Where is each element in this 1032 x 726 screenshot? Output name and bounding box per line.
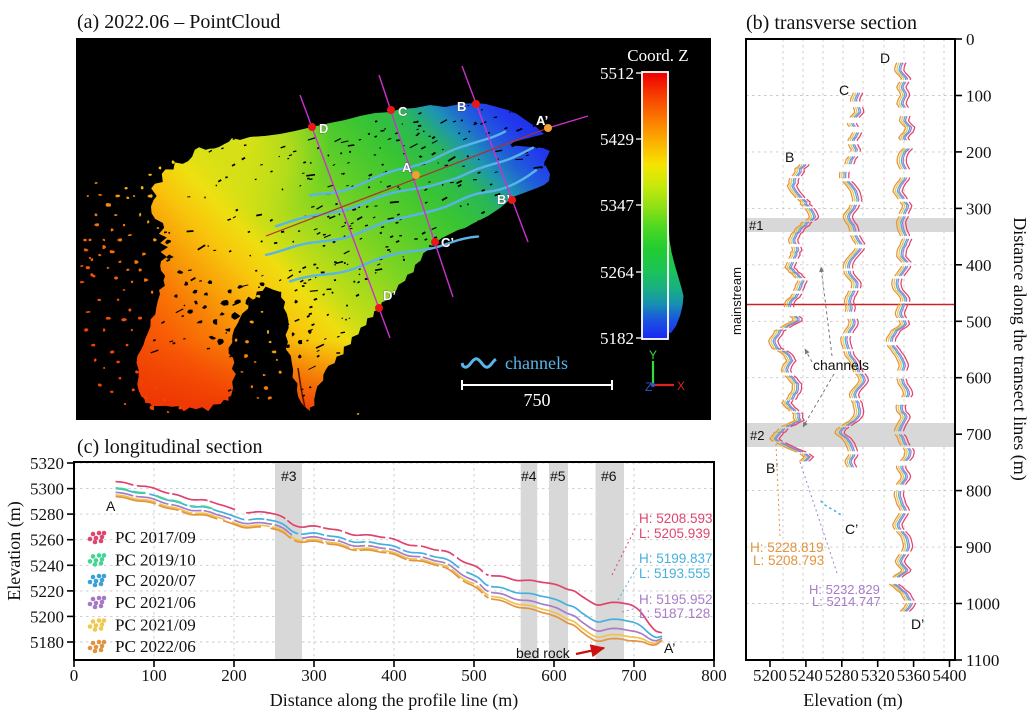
svg-text:Distance along the profile lin: Distance along the profile line (m) bbox=[270, 690, 518, 711]
svg-text:5280: 5280 bbox=[825, 666, 859, 685]
svg-text:channels: channels bbox=[813, 357, 869, 373]
svg-text:#4: #4 bbox=[521, 468, 537, 484]
svg-text:PC 2022/06: PC 2022/06 bbox=[115, 637, 196, 656]
svg-text:0: 0 bbox=[70, 666, 79, 685]
svg-text:300: 300 bbox=[966, 199, 992, 218]
svg-text:(b) transverse section: (b) transverse section bbox=[746, 12, 917, 34]
svg-text:1100: 1100 bbox=[966, 651, 999, 670]
svg-text:5220: 5220 bbox=[30, 582, 64, 601]
svg-text:750: 750 bbox=[524, 390, 551, 410]
svg-text:L: 5193.555: L: 5193.555 bbox=[639, 566, 710, 581]
svg-text:L: 5187.128: L: 5187.128 bbox=[639, 606, 710, 621]
svg-text:1000: 1000 bbox=[966, 595, 1000, 614]
svg-text:5182: 5182 bbox=[600, 329, 634, 348]
svg-text:600: 600 bbox=[541, 666, 567, 685]
svg-text:D’: D’ bbox=[383, 288, 396, 303]
svg-text:L: 5208.793: L: 5208.793 bbox=[753, 553, 824, 568]
svg-text:H: 5199.837: H: 5199.837 bbox=[639, 551, 713, 566]
svg-text:B: B bbox=[457, 99, 466, 114]
svg-text:PC 2021/09: PC 2021/09 bbox=[115, 616, 196, 635]
svg-text:PC 2021/06: PC 2021/06 bbox=[115, 593, 196, 612]
svg-text:5280: 5280 bbox=[30, 505, 64, 524]
svg-text:D: D bbox=[880, 50, 890, 66]
svg-text:PC 2019/10: PC 2019/10 bbox=[115, 550, 196, 569]
svg-text:5300: 5300 bbox=[30, 480, 64, 499]
svg-text:400: 400 bbox=[966, 256, 992, 275]
svg-text:700: 700 bbox=[621, 666, 647, 685]
svg-text:H: 5232.829: H: 5232.829 bbox=[809, 582, 880, 597]
svg-text:5260: 5260 bbox=[30, 531, 64, 550]
svg-text:5200: 5200 bbox=[753, 666, 787, 685]
svg-text:L: 5214.747: L: 5214.747 bbox=[812, 594, 881, 609]
svg-text:5180: 5180 bbox=[30, 633, 64, 652]
svg-text:#5: #5 bbox=[550, 468, 566, 484]
svg-text:5264: 5264 bbox=[600, 263, 635, 282]
svg-text:Coord. Z: Coord. Z bbox=[627, 46, 688, 65]
svg-text:Z: Z bbox=[645, 380, 652, 394]
svg-text:C: C bbox=[839, 82, 849, 98]
svg-text:5320: 5320 bbox=[861, 666, 895, 685]
svg-text:L: 5205.939: L: 5205.939 bbox=[639, 526, 710, 541]
svg-text:H: 5195.952: H: 5195.952 bbox=[639, 592, 713, 607]
svg-text:200: 200 bbox=[966, 143, 992, 162]
svg-text:A: A bbox=[402, 160, 412, 175]
svg-text:200: 200 bbox=[221, 666, 247, 685]
svg-text:5512: 5512 bbox=[600, 64, 634, 83]
svg-text:5429: 5429 bbox=[600, 130, 634, 149]
svg-text:bed rock: bed rock bbox=[516, 645, 571, 661]
svg-text:B: B bbox=[785, 149, 794, 165]
svg-text:#3: #3 bbox=[281, 468, 297, 484]
svg-text:(a) 2022.06 – PointCloud: (a) 2022.06 – PointCloud bbox=[77, 11, 280, 33]
svg-text:C’: C’ bbox=[845, 521, 858, 537]
svg-text:A: A bbox=[106, 498, 116, 514]
svg-text:B’: B’ bbox=[497, 192, 510, 207]
svg-text:5240: 5240 bbox=[789, 666, 823, 685]
svg-text:500: 500 bbox=[966, 312, 992, 331]
svg-text:400: 400 bbox=[381, 666, 407, 685]
svg-text:Distance along the transect li: Distance along the transect lines (m) bbox=[1009, 217, 1030, 480]
svg-text:(c) longitudinal section: (c) longitudinal section bbox=[77, 436, 263, 458]
svg-text:800: 800 bbox=[966, 482, 992, 501]
svg-text:5240: 5240 bbox=[30, 556, 64, 575]
svg-text:PC 2020/07: PC 2020/07 bbox=[115, 571, 196, 590]
svg-text:700: 700 bbox=[966, 425, 992, 444]
svg-text:5320: 5320 bbox=[30, 454, 64, 473]
svg-text:C’: C’ bbox=[441, 235, 454, 250]
svg-text:900: 900 bbox=[966, 538, 992, 557]
svg-text:H: 5208.593: H: 5208.593 bbox=[639, 511, 713, 526]
svg-text:X: X bbox=[677, 379, 685, 393]
svg-text:A’: A’ bbox=[664, 640, 675, 656]
svg-text:C: C bbox=[398, 104, 408, 119]
svg-text:5360: 5360 bbox=[897, 666, 931, 685]
svg-text:Y: Y bbox=[649, 348, 657, 362]
svg-text:#1: #1 bbox=[749, 218, 763, 233]
svg-text:800: 800 bbox=[701, 666, 727, 685]
svg-text:300: 300 bbox=[301, 666, 327, 685]
svg-text:A’: A’ bbox=[536, 113, 548, 128]
svg-text:100: 100 bbox=[966, 87, 992, 106]
svg-text:D’: D’ bbox=[911, 616, 924, 632]
svg-text:5347: 5347 bbox=[600, 196, 635, 215]
svg-text:Elevation (m): Elevation (m) bbox=[803, 690, 902, 711]
svg-text:D: D bbox=[319, 121, 328, 136]
svg-text:100: 100 bbox=[141, 666, 167, 685]
svg-text:500: 500 bbox=[461, 666, 487, 685]
svg-text:channels: channels bbox=[505, 353, 568, 373]
svg-text:H: 5228.819: H: 5228.819 bbox=[750, 540, 824, 555]
svg-text:5200: 5200 bbox=[30, 607, 64, 626]
svg-text:#2: #2 bbox=[750, 428, 764, 443]
svg-text:#6: #6 bbox=[601, 468, 617, 484]
svg-text:0: 0 bbox=[966, 30, 975, 49]
svg-text:5400: 5400 bbox=[933, 666, 967, 685]
svg-text:mainstream: mainstream bbox=[729, 267, 744, 335]
svg-text:Elevation (m): Elevation (m) bbox=[4, 501, 25, 600]
svg-text:B’: B’ bbox=[766, 460, 778, 476]
svg-text:PC 2017/09: PC 2017/09 bbox=[115, 528, 196, 547]
svg-text:600: 600 bbox=[966, 369, 992, 388]
